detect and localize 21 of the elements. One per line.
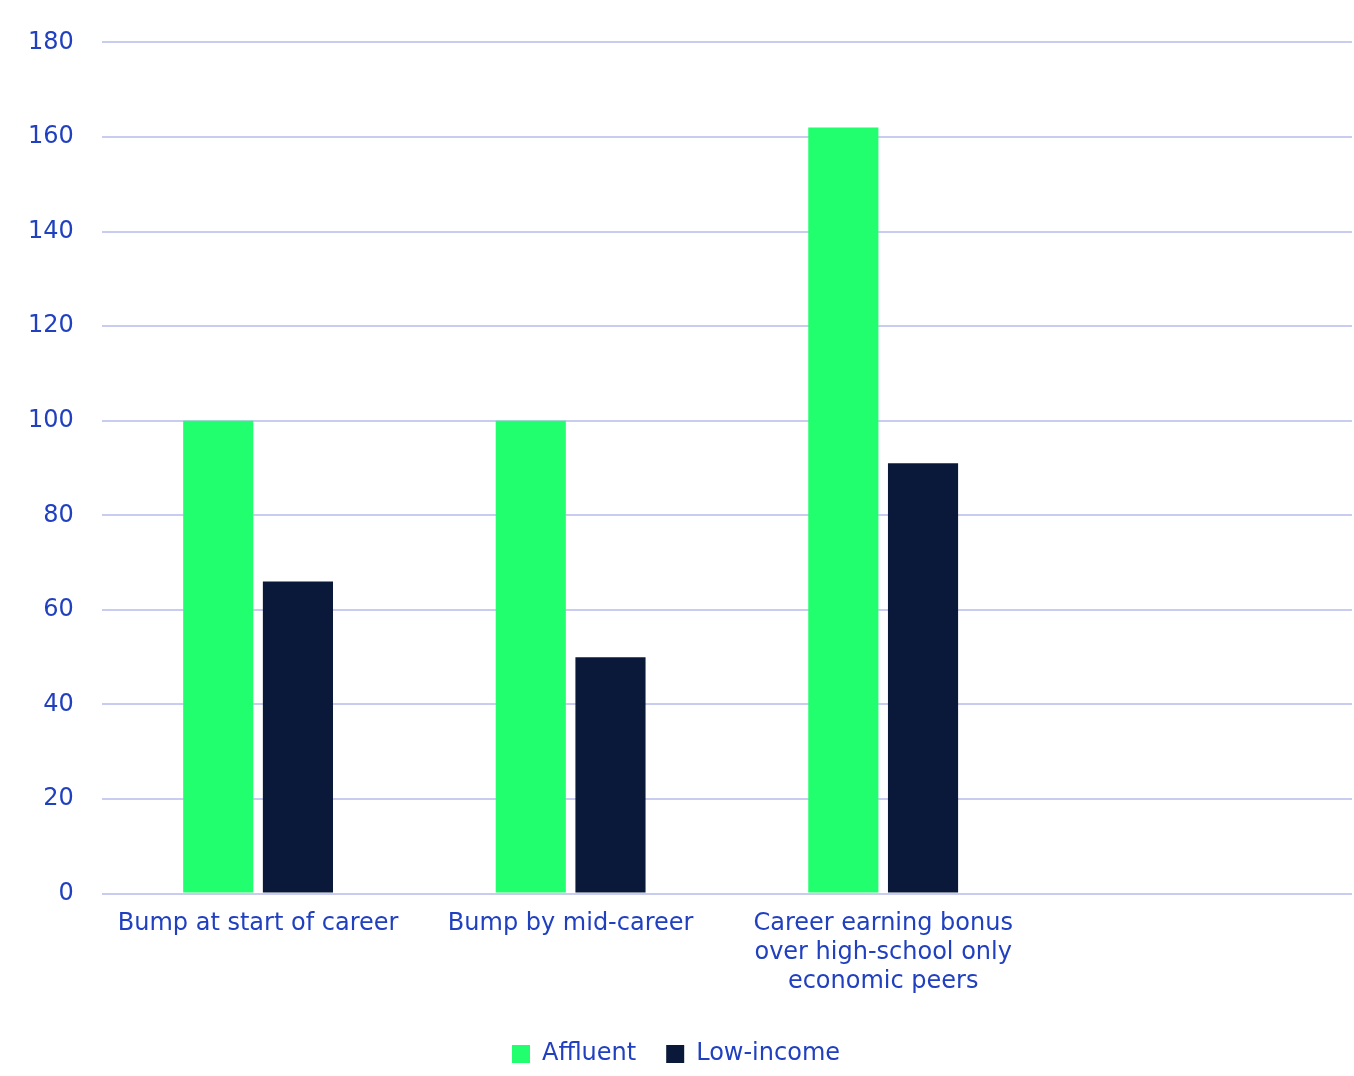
y-tick-label: 160 bbox=[28, 121, 74, 150]
x-tick-label: Bump at start of career bbox=[117, 908, 399, 937]
bar bbox=[575, 657, 646, 893]
bar bbox=[887, 463, 959, 893]
bar bbox=[262, 581, 333, 893]
y-tick-label: 60 bbox=[43, 594, 74, 623]
bar bbox=[495, 420, 566, 893]
legend-label: Low-income bbox=[696, 1038, 841, 1067]
legend-label: Affluent bbox=[541, 1038, 637, 1067]
y-tick-label: 140 bbox=[28, 215, 74, 244]
x-tick-label: Career earning bonus over high-school only economic peers bbox=[753, 908, 1013, 994]
y-tick-label: 80 bbox=[43, 499, 74, 528]
y-tick-label: 40 bbox=[43, 688, 74, 717]
x-tick-label: Bump by mid-career bbox=[447, 908, 694, 937]
bar bbox=[183, 420, 254, 893]
y-tick-label: 120 bbox=[28, 310, 74, 339]
y-tick-label: 20 bbox=[43, 783, 74, 812]
bar bbox=[808, 127, 879, 893]
y-tick-label: 180 bbox=[28, 26, 74, 55]
y-tick-label: 0 bbox=[58, 877, 74, 906]
y-tick-label: 100 bbox=[28, 404, 74, 433]
